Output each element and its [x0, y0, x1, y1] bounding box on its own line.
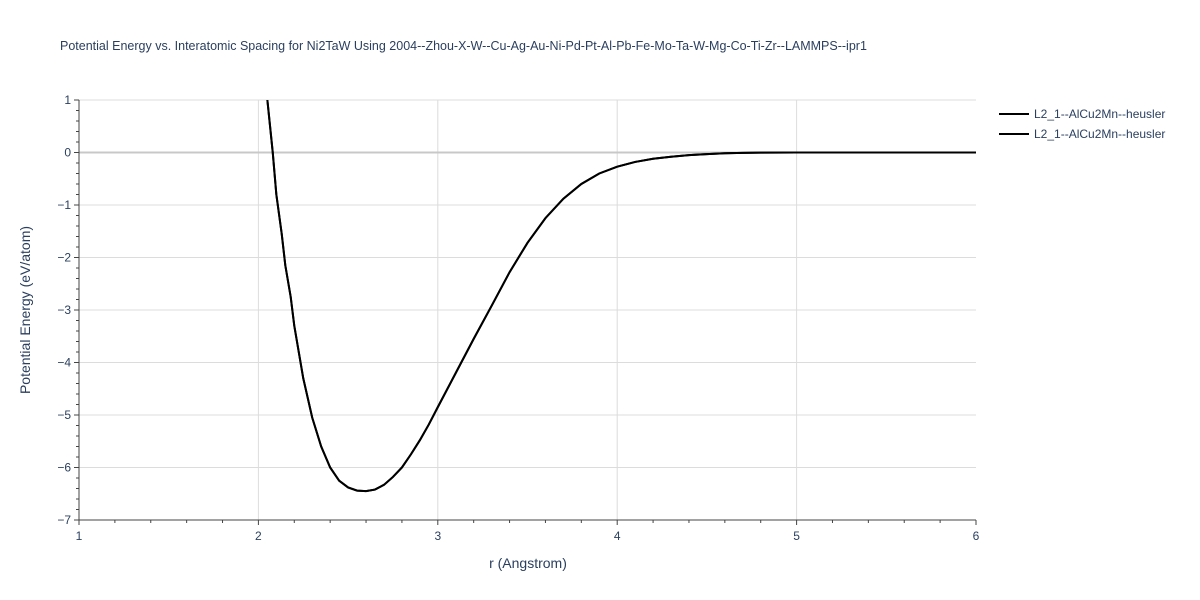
legend[interactable]: L2_1--AlCu2Mn--heusler L2_1--AlCu2Mn--heu… — [999, 107, 1165, 141]
legend-label: L2_1--AlCu2Mn--heusler — [1034, 127, 1165, 141]
legend-label: L2_1--AlCu2Mn--heusler — [1034, 107, 1165, 121]
x-tick-label: 5 — [793, 529, 800, 543]
y-tick-label: −1 — [57, 198, 71, 212]
y-tick-label: −5 — [57, 408, 71, 422]
series-line-1 — [266, 100, 976, 493]
y-tick-label: −3 — [57, 303, 71, 317]
tick-labels: 1 2 3 4 5 6 1 0 −1 −2 −3 −4 −5 −6 −7 — [57, 93, 979, 543]
y-tick-label: −6 — [57, 461, 71, 475]
y-tick-label: 0 — [64, 146, 71, 160]
x-tick-label: 1 — [76, 529, 83, 543]
x-tick-label: 6 — [973, 529, 980, 543]
y-tick-label: −7 — [57, 513, 71, 527]
x-tick-label: 2 — [255, 529, 262, 543]
chart-title: Potential Energy vs. Interatomic Spacing… — [60, 39, 867, 53]
x-axis-title: r (Angstrom) — [489, 555, 567, 571]
y-axis-title: Potential Energy (eV/atom) — [17, 226, 33, 394]
y-tick-label: −2 — [57, 251, 71, 265]
y-tick-label: −4 — [57, 356, 71, 370]
gridlines — [79, 99, 976, 520]
plot-area — [266, 100, 976, 493]
legend-item-1[interactable]: L2_1--AlCu2Mn--heusler — [999, 107, 1165, 121]
axes — [74, 99, 977, 525]
x-tick-label: 4 — [614, 529, 621, 543]
y-tick-label: 1 — [64, 93, 71, 107]
series-line-2 — [266, 100, 976, 493]
legend-item-2[interactable]: L2_1--AlCu2Mn--heusler — [999, 127, 1165, 141]
x-tick-label: 3 — [434, 529, 441, 543]
